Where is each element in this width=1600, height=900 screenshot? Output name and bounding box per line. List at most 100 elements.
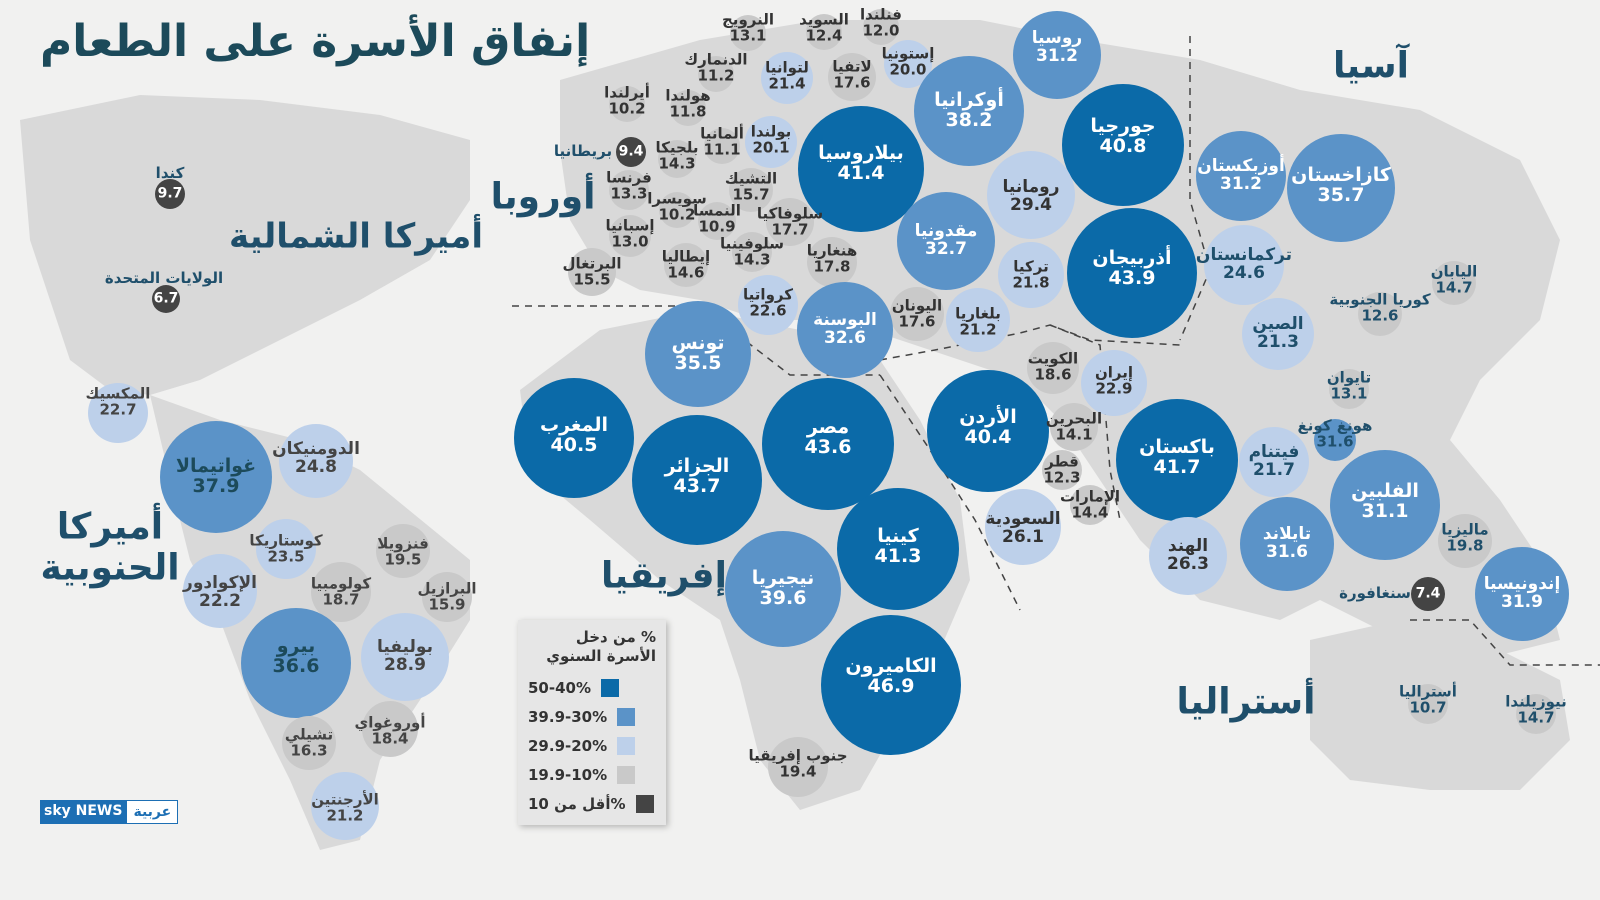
country-bubble bbox=[1149, 517, 1227, 595]
country-bubble bbox=[1196, 131, 1286, 221]
country-bubble bbox=[361, 613, 449, 701]
country-bubble bbox=[1042, 450, 1082, 490]
country-bubble bbox=[183, 554, 257, 628]
country-bubble bbox=[88, 383, 148, 443]
legend-items: 50-40% 39.9-30% 29.9-20% 19.9-10% أقل من 10% bbox=[528, 674, 656, 819]
country-bubble bbox=[897, 192, 995, 290]
country-bubble bbox=[362, 701, 418, 757]
country-bubble bbox=[422, 572, 472, 622]
legend-item: 19.9-10% bbox=[528, 761, 656, 790]
country-bubble bbox=[1314, 419, 1356, 461]
country-bubble bbox=[730, 15, 766, 51]
country-bubble bbox=[927, 370, 1049, 492]
country-bubble bbox=[798, 106, 924, 232]
country-bubble bbox=[1330, 450, 1440, 560]
country-bubble bbox=[738, 275, 798, 335]
country-bubble bbox=[1438, 514, 1492, 568]
country-bubble bbox=[1070, 485, 1110, 525]
sky-news-arabia-logo: sky NEWS عربية bbox=[40, 800, 179, 824]
country-bubble bbox=[985, 489, 1061, 565]
country-bubble bbox=[732, 232, 772, 272]
country-bubble bbox=[160, 421, 272, 533]
page-title: إنفاق الأسرة على الطعام bbox=[40, 16, 591, 67]
country-bubble bbox=[645, 301, 751, 407]
country-bubble bbox=[1081, 350, 1147, 416]
country-bubble bbox=[1242, 298, 1314, 370]
legend-item-label: 29.9-20% bbox=[528, 737, 608, 755]
country-bubble bbox=[1432, 261, 1476, 305]
legend-swatch bbox=[617, 766, 636, 784]
country-bubble bbox=[1116, 399, 1238, 521]
country-bubble bbox=[1516, 694, 1556, 734]
country-bubble bbox=[1062, 84, 1184, 206]
country-bubble bbox=[946, 288, 1010, 352]
country-bubble bbox=[152, 285, 180, 313]
region-label: أميركا الشمالية bbox=[229, 216, 483, 257]
country-bubble bbox=[609, 86, 645, 122]
country-bubble bbox=[797, 282, 893, 378]
country-bubble bbox=[806, 14, 842, 50]
country-bubble bbox=[282, 716, 336, 770]
country-bubble bbox=[1329, 369, 1369, 409]
region-label: أستراليا bbox=[1176, 681, 1316, 723]
country-bubble bbox=[568, 248, 616, 296]
country-bubble bbox=[609, 170, 649, 210]
legend-swatch bbox=[617, 708, 636, 726]
country-bubble bbox=[1204, 225, 1284, 305]
country-bubble bbox=[256, 519, 316, 579]
country-bubble bbox=[311, 562, 371, 622]
legend-swatch bbox=[617, 737, 636, 755]
country-bubble bbox=[664, 243, 708, 287]
country-bubble bbox=[376, 524, 430, 578]
country-bubble bbox=[1013, 11, 1101, 99]
region-label: إفريقيا bbox=[601, 555, 727, 597]
country-bubble bbox=[632, 415, 762, 545]
country-bubble bbox=[837, 488, 959, 610]
country-bubble bbox=[729, 168, 773, 212]
country-bubble bbox=[1067, 208, 1197, 338]
country-bubble bbox=[998, 242, 1064, 308]
legend: % من دخل الأسرة السنوي 50-40% 39.9-30% 29.… bbox=[518, 620, 666, 825]
country-bubble bbox=[279, 424, 353, 498]
country-bubble bbox=[1411, 577, 1445, 611]
country-bubble bbox=[807, 237, 857, 287]
legend-item-label: 39.9-30% bbox=[528, 708, 608, 726]
legend-item: 29.9-20% bbox=[528, 732, 656, 761]
legend-swatch bbox=[635, 795, 654, 813]
legend-swatch bbox=[601, 679, 620, 697]
legend-item: 50-40% bbox=[528, 674, 656, 703]
legend-title: % من دخل الأسرة السنوي bbox=[546, 628, 656, 665]
country-bubble bbox=[1287, 134, 1395, 242]
legend-item: أقل من 10% bbox=[528, 790, 656, 819]
country-bubble bbox=[670, 90, 706, 126]
country-bubble bbox=[745, 116, 797, 168]
country-bubble bbox=[914, 56, 1024, 166]
country-bubble bbox=[609, 215, 651, 257]
region-label: أوروبا bbox=[490, 176, 596, 218]
country-bubble bbox=[698, 56, 734, 92]
country-bubble bbox=[1240, 497, 1334, 591]
country-bubble bbox=[658, 140, 696, 178]
country-bubble bbox=[616, 137, 646, 167]
region-label: أميركا الحنوبية bbox=[40, 506, 180, 589]
country-bubble bbox=[828, 53, 876, 101]
country-bubble bbox=[1239, 427, 1309, 497]
country-bubble bbox=[762, 378, 894, 510]
country-bubble bbox=[890, 287, 944, 341]
country-bubble bbox=[241, 608, 351, 718]
legend-item-label: أقل من 10% bbox=[528, 795, 626, 813]
legend-item: 39.9-30% bbox=[528, 703, 656, 732]
country-bubble bbox=[1050, 403, 1098, 451]
country-bubble bbox=[1408, 684, 1448, 724]
country-bubble bbox=[698, 202, 736, 240]
country-bubble bbox=[766, 198, 814, 246]
country-bubble bbox=[821, 615, 961, 755]
region-label: آسيا bbox=[1333, 45, 1409, 87]
country-bubble bbox=[155, 179, 185, 209]
country-bubble bbox=[863, 9, 899, 45]
country-bubble bbox=[659, 192, 695, 228]
country-bubble bbox=[1027, 342, 1079, 394]
country-bubble bbox=[725, 531, 841, 647]
country-bubble bbox=[768, 737, 828, 797]
